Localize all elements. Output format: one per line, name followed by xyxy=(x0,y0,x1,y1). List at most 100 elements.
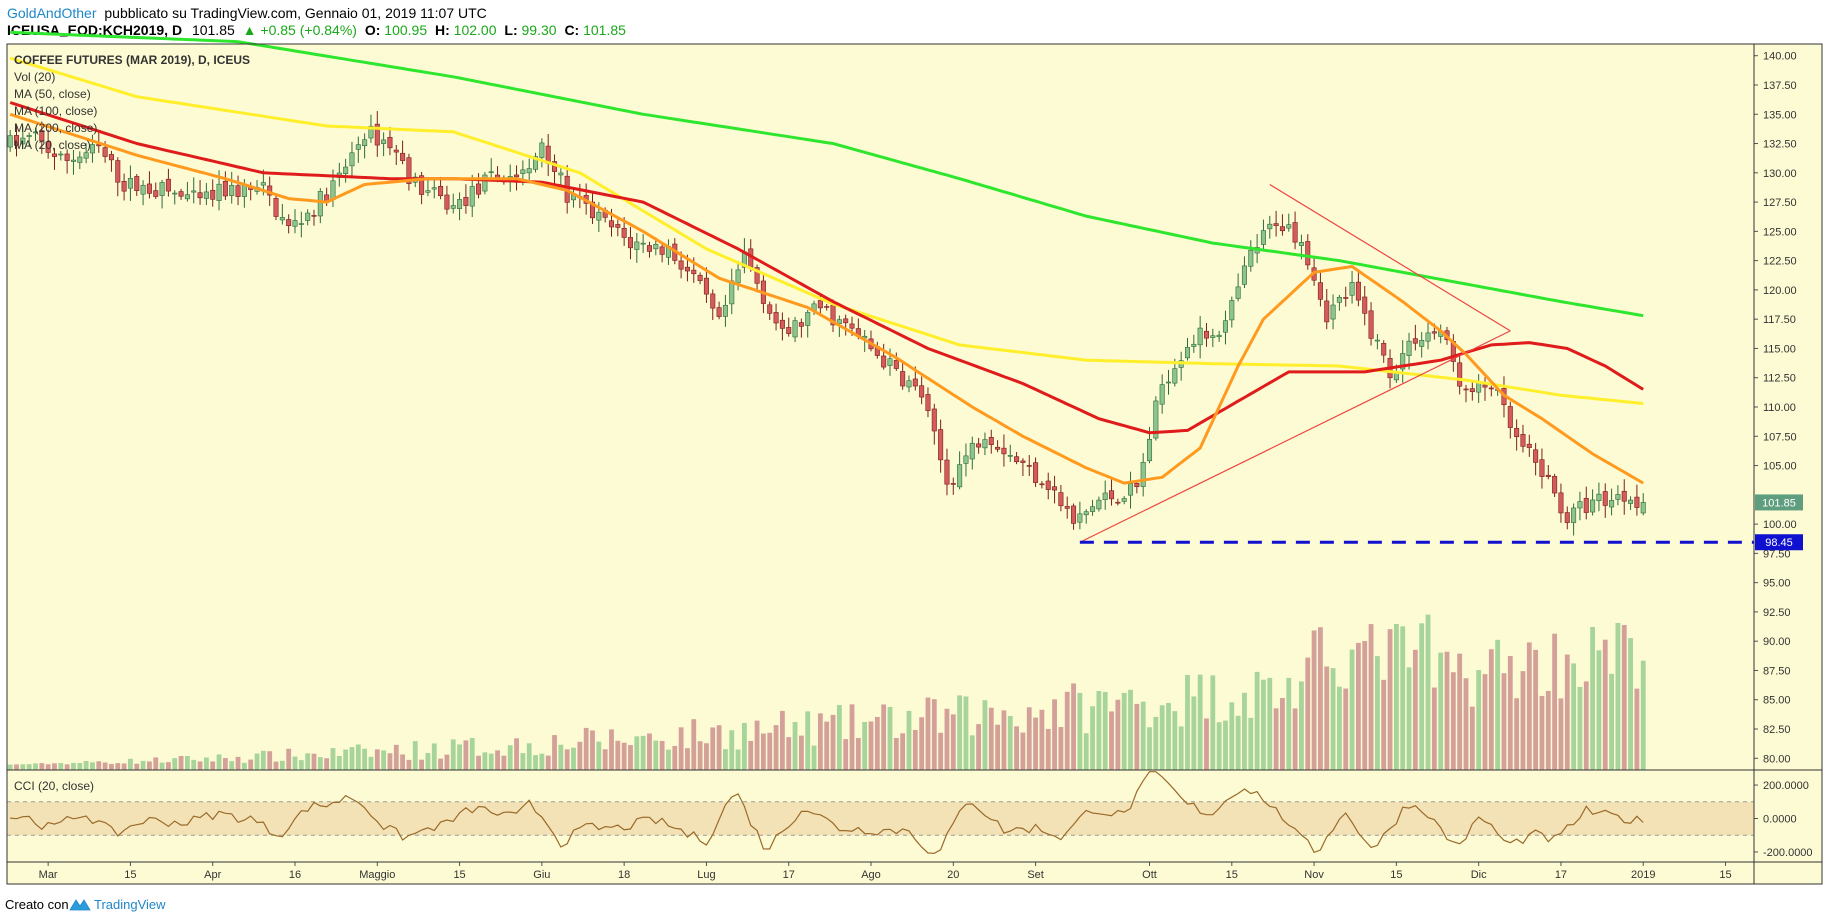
candle xyxy=(779,319,785,329)
candle xyxy=(349,152,355,167)
x-tick-label: Giu xyxy=(533,869,550,881)
volume-bar xyxy=(704,743,709,770)
volume-bar xyxy=(539,753,545,770)
candle xyxy=(526,168,532,174)
candle xyxy=(210,189,216,200)
tradingview-logo-icon[interactable] xyxy=(69,899,91,911)
x-tick-label: Ago xyxy=(861,869,881,881)
candle xyxy=(906,380,912,388)
svg-text:Creato con: Creato con xyxy=(5,897,69,912)
x-tick-label: 16 xyxy=(289,869,301,881)
candle xyxy=(1602,491,1608,506)
candle xyxy=(767,304,773,314)
svg-text:GoldAndOther pubblicato su: GoldAndOther pubblicato su TradingView.c… xyxy=(7,5,487,21)
cci-line xyxy=(10,771,1644,854)
volume-bar xyxy=(184,755,190,770)
candle xyxy=(1343,297,1349,299)
volume-bar xyxy=(1476,670,1482,770)
candle xyxy=(197,192,203,199)
legend-ma100: MA (100, close) xyxy=(14,104,97,118)
tradingview-link[interactable]: TradingView xyxy=(94,897,166,912)
candle xyxy=(115,160,121,183)
volume-bar xyxy=(203,757,209,770)
volume-bar xyxy=(1052,699,1057,770)
y-tick-label: 85.00 xyxy=(1763,695,1791,707)
legend-ma200: MA (200, close) xyxy=(14,121,97,135)
volume-bar xyxy=(1488,649,1494,770)
volume-bar xyxy=(1071,683,1076,770)
author-name[interactable]: GoldAndOther xyxy=(7,5,97,21)
candle xyxy=(286,219,292,227)
y-axis[interactable] xyxy=(1754,44,1822,862)
volume-bar xyxy=(1539,695,1545,770)
x-tick-label: 15 xyxy=(453,869,465,881)
volume-bar xyxy=(1248,717,1254,770)
volume-bar xyxy=(830,714,836,770)
candle xyxy=(121,180,127,192)
volume-bar xyxy=(1223,720,1228,770)
volume-bar xyxy=(1128,689,1133,770)
volume-bar xyxy=(482,752,488,770)
candle xyxy=(165,178,171,192)
candle xyxy=(1640,502,1646,514)
candle xyxy=(684,266,690,272)
volume-bar xyxy=(944,708,950,770)
volume-bar xyxy=(387,753,393,770)
volume-bar xyxy=(710,727,716,770)
x-tick-label: 17 xyxy=(783,869,795,881)
volume-bar xyxy=(457,744,462,770)
candle xyxy=(32,131,38,134)
volume-bar xyxy=(1153,716,1159,770)
volume-bar xyxy=(874,716,880,770)
volume-bar xyxy=(1374,656,1380,770)
volume-bar xyxy=(995,724,1001,770)
candle xyxy=(1039,483,1045,486)
candle xyxy=(381,139,387,144)
volume-bar xyxy=(1387,629,1393,770)
y-tick-label: 87.50 xyxy=(1763,665,1791,677)
volume-bar xyxy=(1590,627,1595,770)
candle xyxy=(1064,506,1070,509)
x-axis[interactable] xyxy=(7,862,1822,884)
volume-bar xyxy=(406,759,412,770)
candle xyxy=(988,437,994,445)
volume-bar xyxy=(855,737,861,770)
candle xyxy=(1128,483,1134,496)
candle xyxy=(1514,428,1520,438)
candle xyxy=(463,197,469,206)
candle xyxy=(488,171,494,174)
candle xyxy=(1539,459,1545,477)
ma20-line xyxy=(9,112,1644,485)
candle xyxy=(1203,330,1209,339)
candle xyxy=(925,394,931,411)
volume-bar xyxy=(1318,627,1323,770)
candle xyxy=(1596,493,1602,502)
x-tick-label: Nov xyxy=(1304,869,1324,881)
x-tick-label: Apr xyxy=(204,869,221,881)
candle xyxy=(1425,332,1431,342)
volume-bar xyxy=(355,744,361,770)
candle xyxy=(64,153,70,161)
volume-bar xyxy=(754,720,760,770)
volume-bar xyxy=(273,761,279,770)
volume-bar xyxy=(1558,698,1564,770)
volume-bar xyxy=(1438,652,1444,770)
candle xyxy=(950,483,956,485)
volume-bar xyxy=(1185,674,1190,770)
cci-band xyxy=(7,801,1754,836)
candle xyxy=(1488,387,1494,390)
price-pane[interactable] xyxy=(7,44,1754,770)
candle xyxy=(1298,242,1304,246)
volume-bar xyxy=(1064,691,1070,770)
candle xyxy=(393,149,399,153)
volume-bar xyxy=(1450,672,1456,770)
volume-bar xyxy=(52,763,57,770)
candle xyxy=(1146,438,1153,462)
candle xyxy=(798,322,804,327)
candle xyxy=(710,293,716,309)
volume-bar xyxy=(533,755,538,770)
volume-bar xyxy=(26,764,32,770)
volume-bar xyxy=(1001,710,1007,770)
volume-bar xyxy=(817,713,823,770)
volume-bar xyxy=(596,741,602,770)
